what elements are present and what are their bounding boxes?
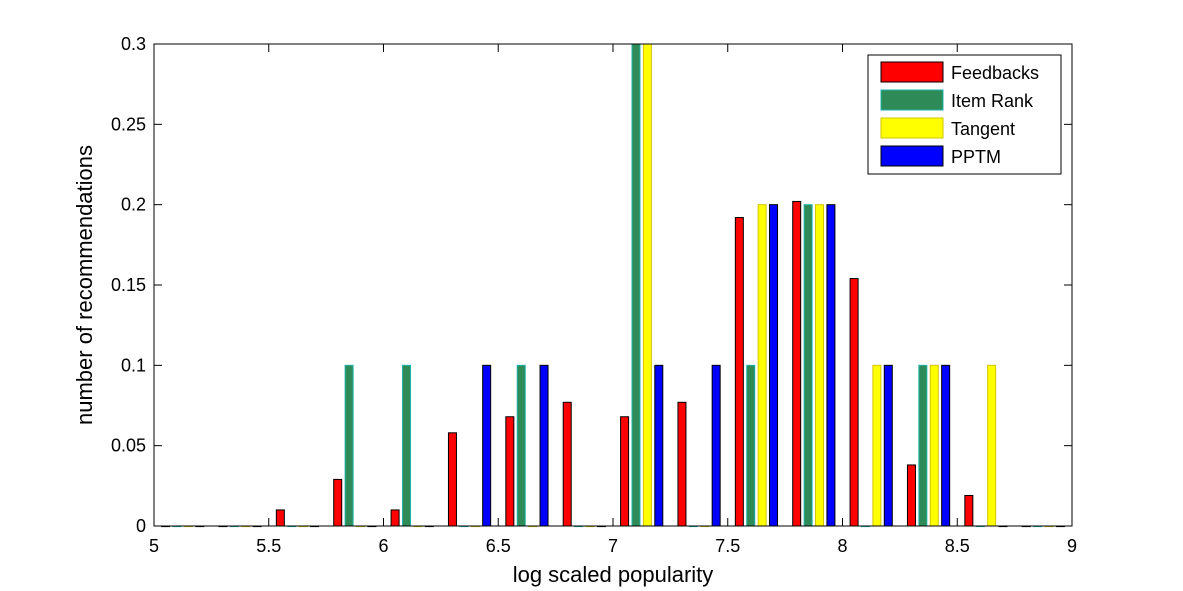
bar-item-rank — [803, 204, 813, 527]
bar-pptm — [826, 204, 836, 527]
bar-item-rank — [401, 364, 411, 527]
x-tick-label: 5 — [149, 536, 159, 556]
x-tick-label: 8.5 — [945, 536, 970, 556]
y-tick-label: 0.3 — [121, 34, 146, 54]
y-tick-label: 0.2 — [121, 195, 146, 215]
legend-label-tangent: Tangent — [951, 119, 1015, 139]
legend-swatch-pptm — [880, 145, 944, 167]
bar-tangent — [987, 364, 997, 527]
bar-feedbacks — [505, 416, 515, 527]
y-tick-label: 0.1 — [121, 355, 146, 375]
bar-feedbacks — [792, 200, 802, 527]
bar-feedbacks — [562, 401, 572, 527]
bar-feedbacks — [333, 478, 343, 527]
bar-tangent — [642, 43, 652, 527]
x-tick-label: 9 — [1067, 536, 1077, 556]
bar-pptm — [539, 364, 549, 527]
bar-feedbacks — [447, 432, 457, 527]
bar-feedbacks — [275, 509, 285, 527]
x-tick-label: 6.5 — [486, 536, 511, 556]
y-tick-label: 0.05 — [111, 436, 146, 456]
y-axis-ticks: 0 0.05 0.1 0.15 0.2 0.25 0.3 — [111, 34, 1072, 536]
bar-tangent — [757, 204, 767, 527]
legend-swatch-item-rank — [880, 89, 944, 111]
legend-label-item-rank: Item Rank — [951, 91, 1034, 111]
bar-feedbacks — [734, 217, 744, 527]
x-tick-label: 8 — [837, 536, 847, 556]
bar-tangent — [815, 204, 825, 527]
bar-item-rank — [631, 43, 641, 527]
bar-pptm — [883, 364, 893, 527]
x-tick-label: 6 — [378, 536, 388, 556]
bar-feedbacks — [390, 509, 400, 527]
x-tick-label: 7.5 — [715, 536, 740, 556]
bar-item-rank — [746, 364, 756, 527]
legend-label-pptm: PPTM — [951, 147, 1001, 167]
bar-feedbacks — [677, 401, 687, 527]
x-tick-label: 5.5 — [256, 536, 281, 556]
x-tick-label: 7 — [608, 536, 618, 556]
x-axis-ticks: 5 5.5 6 6.5 7 7.5 8 8.5 9 — [149, 44, 1077, 556]
bar-feedbacks — [906, 464, 916, 527]
bar-pptm — [482, 364, 492, 527]
bar-pptm — [654, 364, 664, 527]
y-tick-label: 0.25 — [111, 114, 146, 134]
y-axis-title: number of recommendations — [72, 145, 97, 425]
bar-pptm — [769, 204, 779, 527]
legend-label-feedbacks: Feedbacks — [951, 63, 1039, 83]
legend: Feedbacks Item Rank Tangent PPTM — [867, 54, 1062, 175]
bar-item-rank — [918, 364, 928, 527]
legend-swatch-tangent — [880, 117, 944, 139]
x-axis-title: log scaled popularity — [513, 562, 714, 587]
y-tick-label: 0.15 — [111, 275, 146, 295]
legend-swatch-feedbacks — [880, 61, 944, 83]
bar-item-rank — [516, 364, 526, 527]
bar-pptm — [711, 364, 721, 527]
bar-item-rank — [344, 364, 354, 527]
bar-feedbacks — [849, 278, 859, 527]
bar-feedbacks — [620, 416, 630, 527]
bar-tangent — [872, 364, 882, 527]
bar-tangent — [929, 364, 939, 527]
bar-feedbacks — [964, 494, 974, 527]
y-tick-label: 0 — [136, 516, 146, 536]
bar-pptm — [941, 364, 951, 527]
